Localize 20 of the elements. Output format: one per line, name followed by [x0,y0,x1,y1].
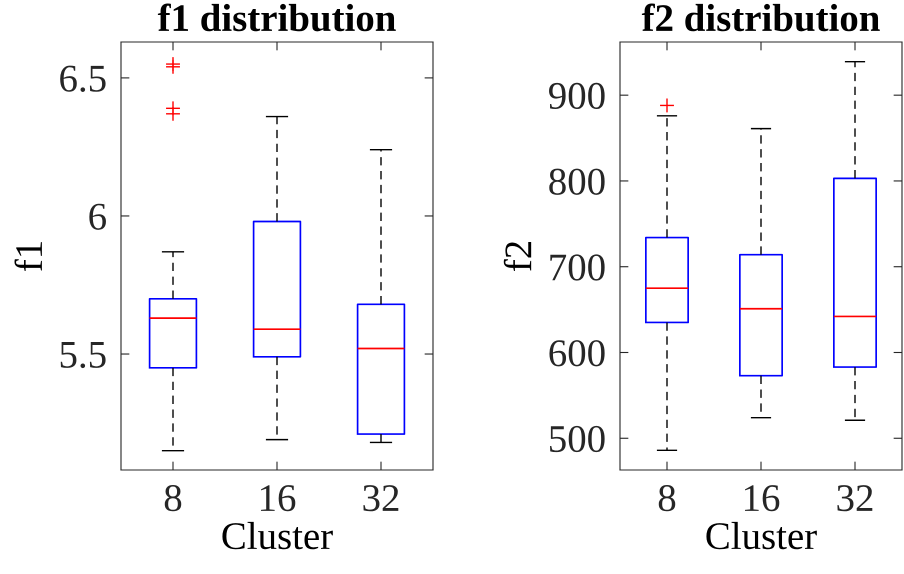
y-axis-title: f1 [14,242,42,271]
y-tick-label: 800 [549,168,605,195]
y-tick-label: 700 [550,254,605,281]
y-tick-label: 500 [550,426,605,452]
x-tick-label: 16 [260,485,296,512]
x-tick-label: 16 [744,485,780,512]
x-tick-label: 32 [837,485,872,512]
y-tick-label: 900 [549,82,605,110]
x-tick-label: 32 [363,485,398,512]
x-axis-title: Cluster [706,522,817,550]
chart-title: f2 distribution [642,4,880,32]
y-tick-label: 600 [549,340,605,366]
x-axis-title: Cluster [222,522,333,550]
chart-title: f1 distribution [158,4,396,32]
x-tick-label: 8 [164,485,182,512]
y-tick-label: 6.5 [60,66,106,92]
x-tick-label: 8 [658,485,676,512]
y-axis-title: f2 [504,242,532,271]
y-tick-label: 6 [89,204,106,230]
y-tick-label: 5.5 [60,342,106,368]
